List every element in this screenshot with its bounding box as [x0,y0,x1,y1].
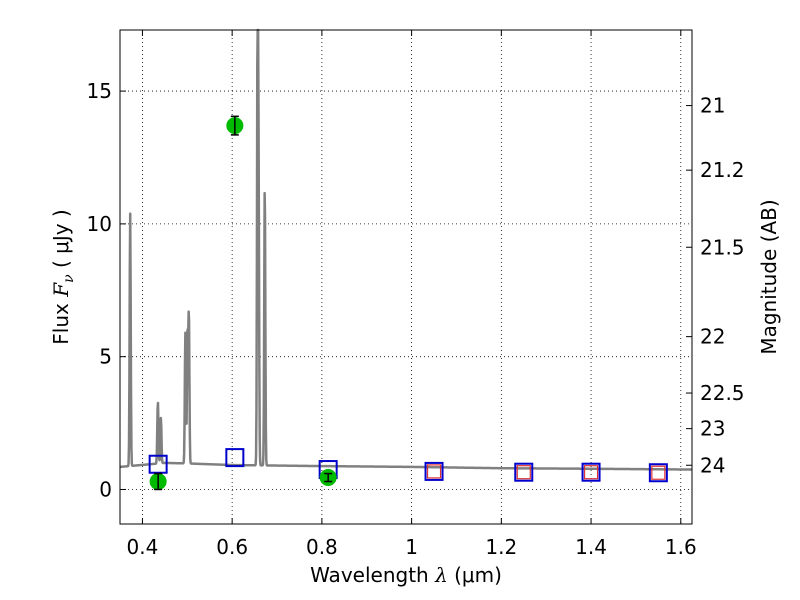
y-tick-label: 15 [87,79,112,103]
plot-area [119,28,693,491]
model-photometry-inner-marker [651,465,666,480]
y2-tick-label: 21.5 [700,235,745,259]
axis-ticks: 0.4 0.6 0.8 1 1.2 1.4 1.6 0 5 10 15 21 21.2 21.5 22 22.… [87,30,745,559]
x-tick-label: 1 [405,535,418,559]
y2-tick-label: 21 [700,94,725,118]
x-tick-label: 1.6 [665,535,697,559]
y2-tick-label: 21.2 [700,158,745,182]
model-photometry-marker [514,462,534,482]
spectrum-line [119,28,693,471]
x-tick-label: 1.4 [575,535,607,559]
model-photometry-inner-marker [426,464,442,479]
y2-tick-label: 24 [700,453,725,477]
grid [120,30,692,524]
x-axis-label: Wavelength λ (μm) [310,563,502,587]
plot-frame [119,29,693,525]
model-photometry-marker [581,462,601,482]
y2-tick-label: 22 [700,325,725,349]
x-tick-label: 0.6 [216,535,248,559]
y2-tick-label: 22.5 [700,381,745,405]
y2-axis-label: Magnitude (AB) [757,199,781,354]
model-photometry-inner-marker [583,465,599,480]
y-tick-label: 10 [87,212,112,236]
x-tick-label: 1.2 [485,535,517,559]
x-tick-label: 0.4 [127,535,159,559]
y2-tick-label: 23 [700,417,725,441]
model-photometry-marker [225,448,245,468]
x-tick-label: 0.8 [306,535,338,559]
y-axis-label: Flux Fν ( μJy ) [49,209,77,344]
model-photometry-marker [424,461,444,481]
model-photometry-marker [148,454,168,474]
y-tick-label: 5 [99,345,112,369]
model-photometry-marker [648,463,668,483]
y-tick-label: 0 [99,477,112,501]
model-photometry-inner-marker [516,465,531,480]
